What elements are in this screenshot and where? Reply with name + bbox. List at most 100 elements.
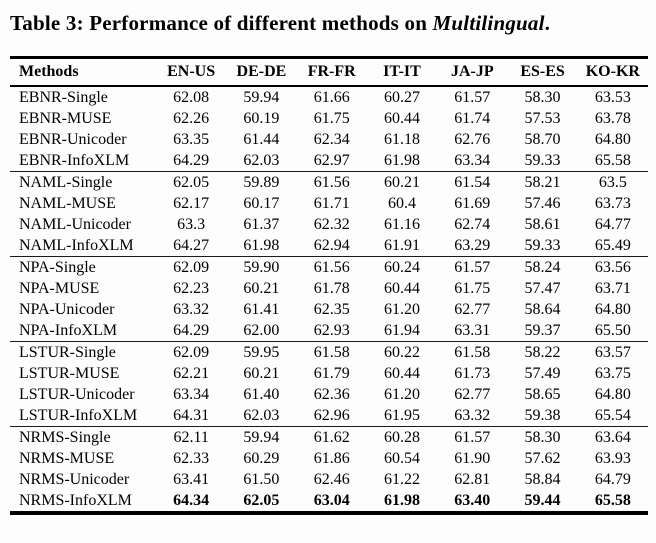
table-caption: Table 3: Performance of different method… xyxy=(10,10,646,36)
method-cell: NAML-Unicoder xyxy=(19,216,131,233)
value-cell: 59.33 xyxy=(524,237,561,254)
value-cell: 60.22 xyxy=(366,341,438,363)
method-group-lstur: LSTUR-Single 62.09 59.95 61.58 60.22 61.58 58.… xyxy=(10,341,648,427)
value-cell: 63.56 xyxy=(577,256,648,278)
value-cell: 65.58 xyxy=(594,492,631,509)
method-cell: NRMS-InfoXLM xyxy=(19,492,132,509)
value-cell: 61.71 xyxy=(313,195,350,212)
value-cell: 64.80 xyxy=(594,131,631,148)
method-group-npa: NPA-Single 62.09 59.90 61.56 60.24 61.57 58.24… xyxy=(10,256,648,342)
value-cell: 63.71 xyxy=(594,280,631,297)
value-cell: 61.50 xyxy=(243,471,280,488)
col-header-it-it: IT-IT xyxy=(366,57,438,87)
method-cell: EBNR-Unicoder xyxy=(19,131,127,148)
value-cell: 61.98 xyxy=(383,492,420,509)
method-cell: EBNR-InfoXLM xyxy=(19,152,130,169)
value-cell: 62.03 xyxy=(243,407,280,424)
value-cell: 61.62 xyxy=(296,426,367,448)
value-cell: 63.35 xyxy=(173,131,210,148)
caption-dataset-name: Multilingual xyxy=(432,11,545,35)
value-cell: 63.78 xyxy=(594,110,631,127)
value-cell: 62.93 xyxy=(313,322,350,339)
value-cell: 63.5 xyxy=(577,171,648,193)
value-cell: 61.78 xyxy=(313,280,350,297)
col-header-ja-jp: JA-JP xyxy=(437,57,508,87)
table-row: NPA-Single 62.09 59.90 61.56 60.24 61.57 58.24… xyxy=(10,256,648,278)
value-cell: 62.77 xyxy=(454,386,491,403)
value-cell: 60.4 xyxy=(387,195,416,212)
value-cell: 59.95 xyxy=(226,341,297,363)
value-cell: 59.44 xyxy=(524,492,561,509)
value-cell: 58.64 xyxy=(524,301,561,318)
value-cell: 64.29 xyxy=(173,152,210,169)
value-cell: 62.03 xyxy=(243,152,280,169)
value-cell: 63.3 xyxy=(177,216,206,233)
value-cell: 61.73 xyxy=(454,365,491,382)
value-cell: 58.70 xyxy=(524,131,561,148)
table-row: LSTUR-InfoXLM 64.31 62.03 62.96 61.95 63.32 59… xyxy=(10,405,648,427)
col-header-fr-fr: FR-FR xyxy=(296,57,367,87)
value-cell: 64.29 xyxy=(173,322,210,339)
value-cell: 57.46 xyxy=(524,195,561,212)
value-cell: 64.31 xyxy=(173,407,210,424)
method-cell: EBNR-Single xyxy=(19,89,108,106)
value-cell: 61.37 xyxy=(243,216,280,233)
table-row: NAML-InfoXLM 64.27 61.98 62.94 61.91 63.29 59.… xyxy=(10,235,648,257)
value-cell: 65.50 xyxy=(594,322,631,339)
table-row: NRMS-Unicoder 63.41 61.50 62.46 61.22 62.81 58… xyxy=(10,469,648,490)
value-cell: 64.34 xyxy=(173,492,210,509)
value-cell: 65.58 xyxy=(594,152,631,169)
value-cell: 61.86 xyxy=(313,450,350,467)
value-cell: 61.20 xyxy=(383,386,420,403)
value-cell: 57.49 xyxy=(524,365,561,382)
value-cell: 61.44 xyxy=(243,131,280,148)
table-header: Methods EN-US DE-DE FR-FR IT-IT JA-JP ES… xyxy=(10,57,648,87)
table-row: NPA-InfoXLM 64.29 62.00 62.93 61.94 63.31 59.3… xyxy=(10,320,648,342)
value-cell: 61.16 xyxy=(383,216,420,233)
value-cell: 61.98 xyxy=(383,152,420,169)
value-cell: 64.80 xyxy=(594,386,631,403)
value-cell: 61.22 xyxy=(383,471,420,488)
value-cell: 60.21 xyxy=(243,280,280,297)
value-cell: 60.21 xyxy=(243,365,280,382)
value-cell: 63.29 xyxy=(454,237,491,254)
value-cell: 62.32 xyxy=(313,216,350,233)
value-cell: 63.75 xyxy=(594,365,631,382)
value-cell: 62.34 xyxy=(313,131,350,148)
value-cell: 58.30 xyxy=(524,89,561,106)
method-group-naml: NAML-Single 62.05 59.89 61.56 60.21 61.54 58.2… xyxy=(10,171,648,257)
value-cell: 58.22 xyxy=(507,341,578,363)
value-cell: 62.77 xyxy=(454,301,491,318)
value-cell: 62.97 xyxy=(313,152,350,169)
value-cell: 63.73 xyxy=(594,195,631,212)
value-cell: 61.56 xyxy=(296,171,367,193)
method-cell: NRMS-Unicoder xyxy=(19,471,130,488)
method-cell: NPA-InfoXLM xyxy=(19,322,118,339)
value-cell: 58.84 xyxy=(524,471,561,488)
table-row: EBNR-MUSE 62.26 60.19 61.75 60.44 61.74 57.53 6… xyxy=(10,108,648,129)
value-cell: 63.57 xyxy=(577,341,648,363)
value-cell: 57.53 xyxy=(524,110,561,127)
value-cell: 62.33 xyxy=(173,450,210,467)
method-cell: NPA-Unicoder xyxy=(19,301,115,318)
value-cell: 63.93 xyxy=(594,450,631,467)
value-cell: 60.19 xyxy=(243,110,280,127)
value-cell: 62.96 xyxy=(313,407,350,424)
table-row: NRMS-MUSE 62.33 60.29 61.86 60.54 61.90 57.62 6… xyxy=(10,448,648,469)
method-cell: LSTUR-MUSE xyxy=(19,365,120,382)
value-cell: 62.76 xyxy=(454,131,491,148)
value-cell: 64.79 xyxy=(594,471,631,488)
value-cell: 58.65 xyxy=(524,386,561,403)
value-cell: 64.77 xyxy=(594,216,631,233)
value-cell: 64.27 xyxy=(173,237,210,254)
table-row: NAML-Unicoder 63.3 61.37 62.32 61.16 62.74 58.… xyxy=(10,214,648,235)
value-cell: 61.58 xyxy=(437,341,508,363)
table-row: NPA-MUSE 62.23 60.21 61.78 60.44 61.75 57.47 63… xyxy=(10,278,648,299)
method-cell: NPA-Single xyxy=(10,256,156,278)
value-cell: 61.75 xyxy=(454,280,491,297)
value-cell: 60.24 xyxy=(366,256,438,278)
value-cell: 60.44 xyxy=(383,365,420,382)
value-cell: 62.05 xyxy=(156,171,227,193)
value-cell: 57.47 xyxy=(524,280,561,297)
value-cell: 61.66 xyxy=(313,89,350,106)
